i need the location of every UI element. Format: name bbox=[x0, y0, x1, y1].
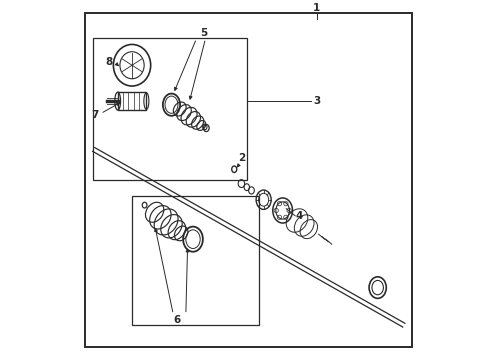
Text: 4: 4 bbox=[295, 211, 302, 221]
Bar bbox=[93, 39, 247, 180]
Text: 6: 6 bbox=[173, 315, 180, 325]
Text: 7: 7 bbox=[92, 111, 99, 121]
Bar bbox=[132, 196, 259, 325]
Text: 8: 8 bbox=[105, 57, 112, 67]
Text: 3: 3 bbox=[313, 96, 320, 106]
Text: 1: 1 bbox=[313, 3, 320, 13]
Text: 5: 5 bbox=[200, 28, 207, 38]
Text: 2: 2 bbox=[238, 153, 245, 163]
